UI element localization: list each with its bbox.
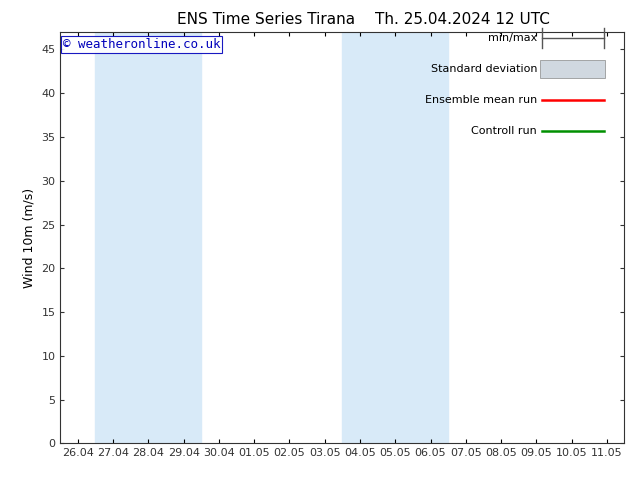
Bar bbox=[342, 32, 448, 443]
Text: Controll run: Controll run bbox=[471, 125, 537, 136]
Text: min/max: min/max bbox=[488, 33, 537, 43]
Text: © weatheronline.co.uk: © weatheronline.co.uk bbox=[63, 38, 221, 51]
Y-axis label: Wind 10m (m/s): Wind 10m (m/s) bbox=[23, 188, 36, 288]
Text: Standard deviation: Standard deviation bbox=[430, 64, 537, 74]
Text: ENS Time Series Tirana: ENS Time Series Tirana bbox=[178, 12, 355, 27]
Text: Ensemble mean run: Ensemble mean run bbox=[425, 95, 537, 105]
Bar bbox=[96, 32, 202, 443]
Bar bbox=[540, 60, 605, 77]
Text: Th. 25.04.2024 12 UTC: Th. 25.04.2024 12 UTC bbox=[375, 12, 550, 27]
